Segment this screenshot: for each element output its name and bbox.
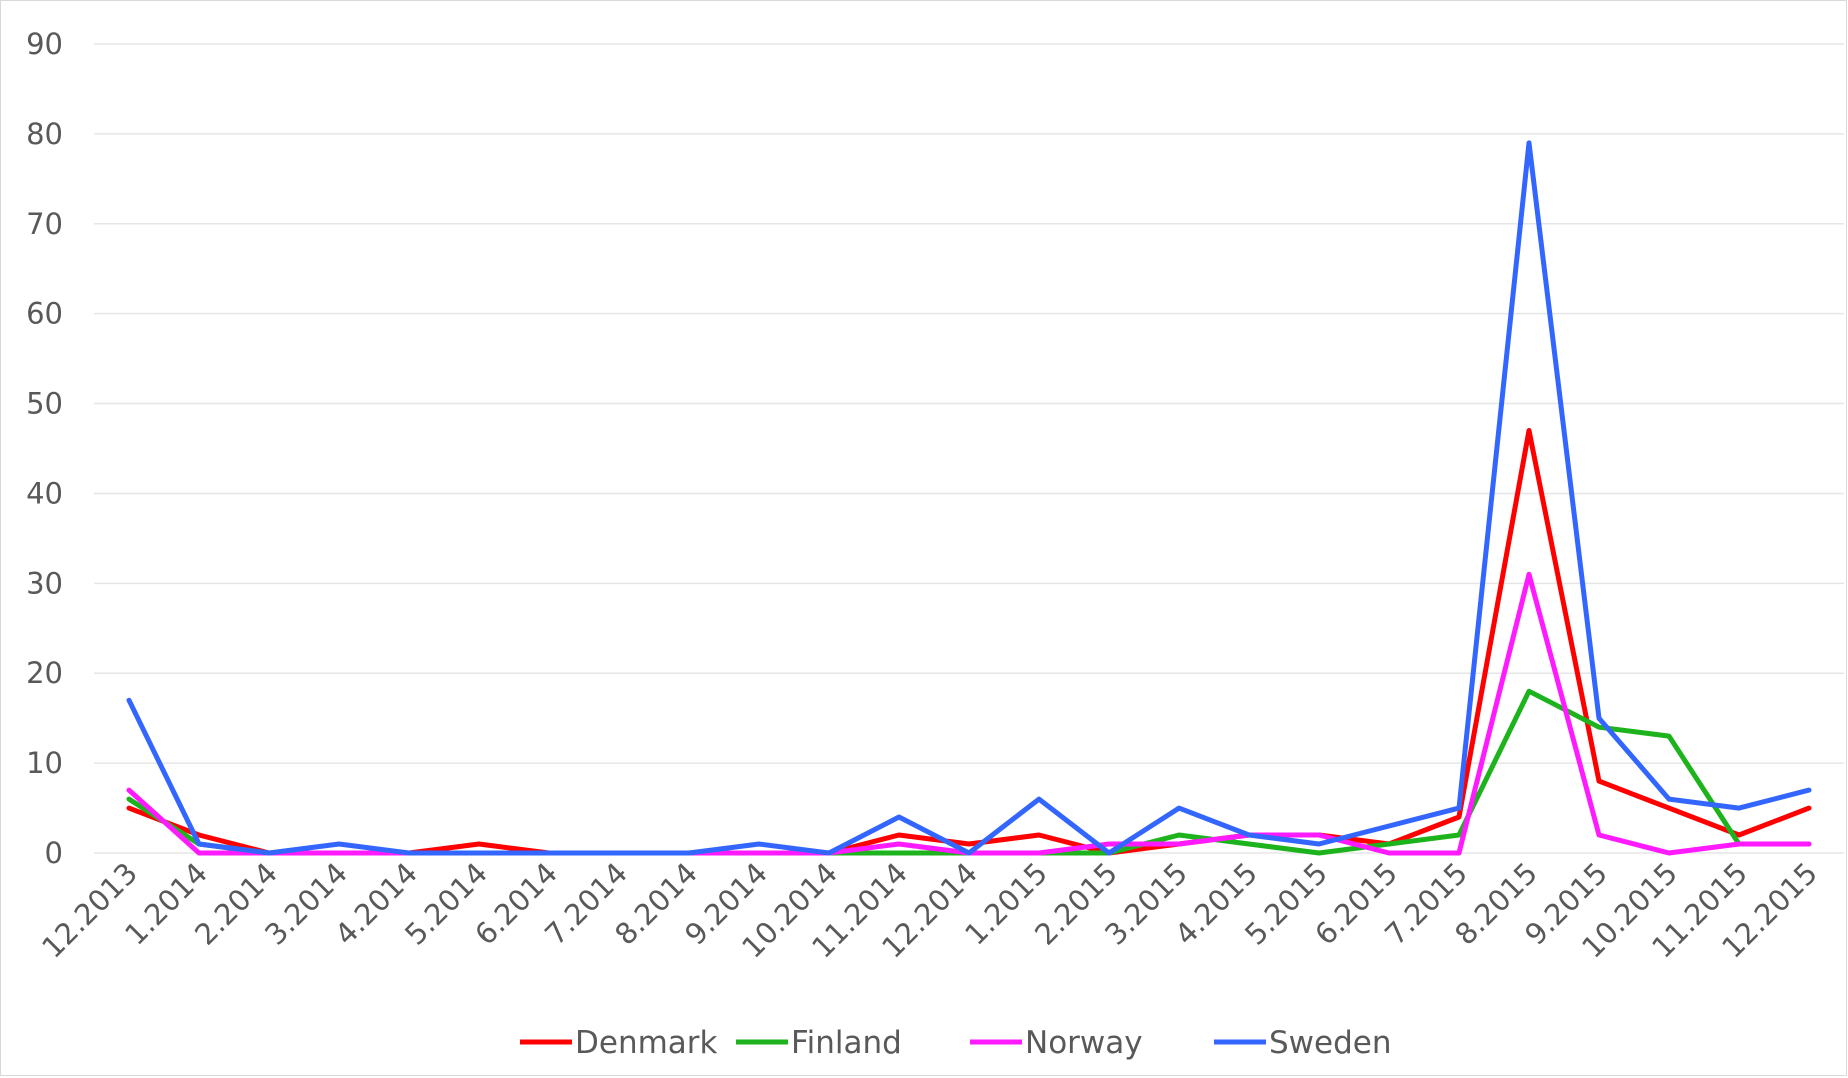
y-tick-label: 90 — [26, 27, 63, 61]
legend-label-finland: Finland — [791, 1025, 902, 1061]
y-tick-label: 10 — [26, 746, 63, 780]
series-line-norway — [126, 571, 1812, 856]
x-axis-tick-labels: 12.20131.20142.20143.20144.20145.20146.2… — [35, 856, 1824, 965]
y-tick-label: 80 — [26, 117, 63, 151]
y-tick-label: 0 — [45, 836, 63, 870]
y-tick-label: 20 — [26, 656, 63, 690]
y-tick-label: 30 — [26, 566, 63, 600]
legend: Denmark Finland Norway Sweden — [520, 1025, 1392, 1061]
legend-label-denmark: Denmark — [575, 1025, 718, 1061]
series-line-finland — [126, 688, 1812, 856]
legend-label-sweden: Sweden — [1269, 1025, 1392, 1061]
legend-label-norway: Norway — [1025, 1025, 1143, 1061]
y-tick-label: 40 — [26, 476, 63, 510]
gridlines — [94, 43, 1844, 854]
y-axis-tick-labels: 0 10 20 30 40 50 60 70 80 90 — [26, 27, 63, 870]
series-line-sweden — [126, 140, 1812, 856]
x-tick-label: 12.2013 — [35, 856, 144, 965]
y-tick-label: 60 — [26, 297, 63, 331]
y-tick-label: 50 — [26, 387, 63, 421]
y-tick-label: 70 — [26, 207, 63, 241]
series-lines — [126, 140, 1812, 856]
